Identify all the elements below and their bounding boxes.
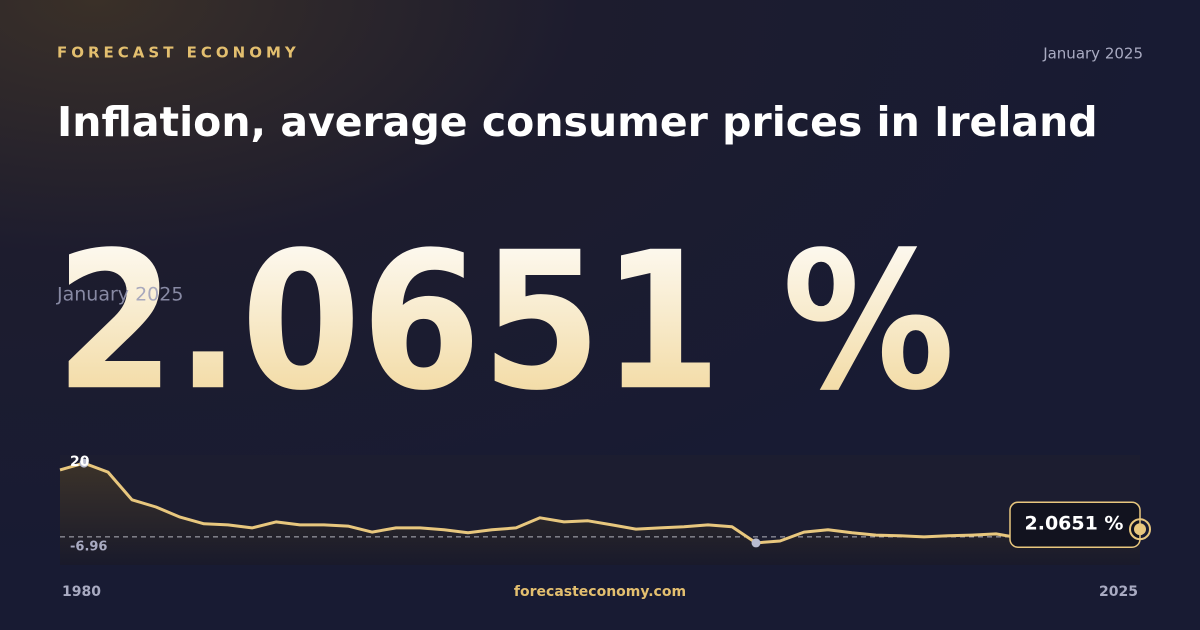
footer-site: forecasteconomy.com [514,584,686,600]
x-tick-label: 1980 [62,584,101,600]
end-ring [1129,518,1151,541]
line [59,461,1141,545]
headline-value: 2.0651 % [55,211,955,432]
extreme-point [79,458,89,468]
y-tick-label: 20 [70,454,90,470]
extreme-point [751,538,761,548]
y-tick-label: -6.96 [70,540,107,555]
date: January 2025 [1042,45,1143,63]
area [60,463,1140,565]
x-tick-label: 2025 [1099,584,1138,600]
end-point [1134,523,1146,536]
value-label: 2.0651 % [1025,513,1124,535]
title: Inflation, average consumer prices in Ir… [57,98,1098,146]
brand: FORECAST ECONOMY [57,44,300,62]
headline-date: January 2025 [56,284,183,306]
